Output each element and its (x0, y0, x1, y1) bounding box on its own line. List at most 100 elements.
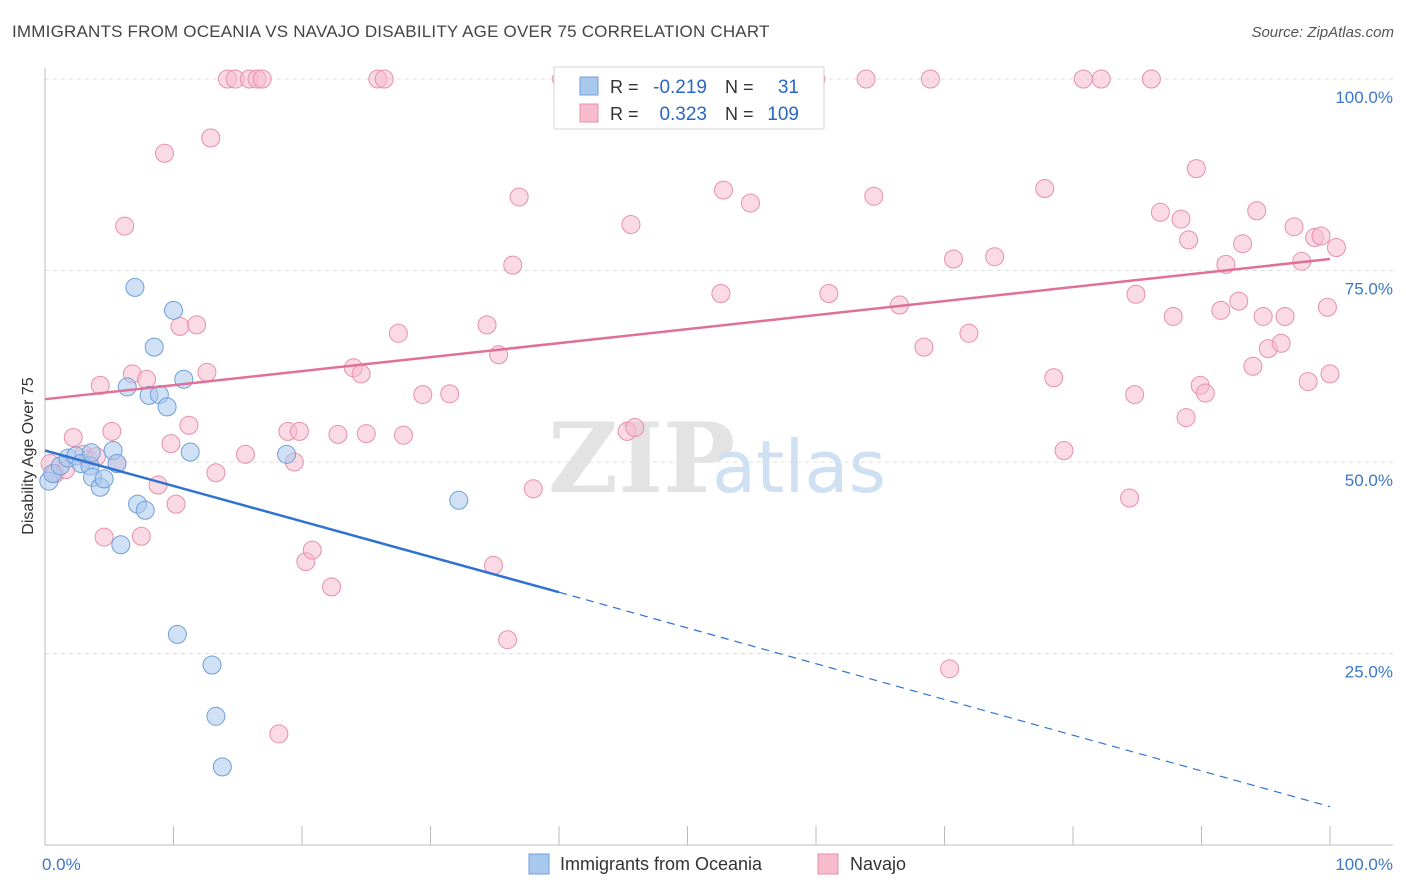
point-navajo (166, 494, 186, 514)
point-navajo (1091, 69, 1111, 89)
point-navajo (1044, 368, 1064, 388)
point-navajo (1186, 159, 1206, 179)
point-navajo (477, 315, 497, 335)
point-navajo (985, 247, 1005, 267)
y-tick-label: 25.0% (1345, 663, 1393, 682)
point-navajo (1211, 300, 1231, 320)
point-navajo (235, 444, 255, 464)
axes-layer: 100.0% 75.0% 50.0% 25.0% 0.0% 100.0% (42, 68, 1393, 874)
series-legend: Immigrants from Oceania Navajo (528, 853, 906, 875)
point-navajo (959, 323, 979, 343)
point-navajo (269, 724, 289, 744)
point-navajo (1243, 356, 1263, 376)
point-navajo (374, 69, 394, 89)
point-navajo (819, 283, 839, 303)
point-navajo (1229, 291, 1249, 311)
point-navajo (206, 463, 226, 483)
point-navajo (131, 526, 151, 546)
y-tick-label: 75.0% (1345, 280, 1393, 299)
point-navajo (1298, 372, 1318, 392)
point-navajo (1317, 297, 1337, 317)
point-navajo (351, 364, 371, 384)
point-navajo (1035, 179, 1055, 199)
point-navajo (1233, 234, 1253, 254)
point-oceania (167, 624, 187, 644)
point-navajo (498, 630, 518, 650)
point-navajo (394, 425, 414, 445)
point-navajo (252, 69, 272, 89)
point-navajo (1171, 209, 1191, 229)
legend-n-value: 109 (767, 104, 799, 125)
point-navajo (1141, 69, 1161, 89)
point-navajo (621, 215, 641, 235)
point-navajo (920, 69, 940, 89)
point-navajo (115, 216, 135, 236)
point-navajo (179, 415, 199, 435)
chart-title: IMMIGRANTS FROM OCEANIA VS NAVAJO DISABI… (12, 22, 770, 41)
trend-line-oceania-extrapolated (558, 591, 1331, 808)
point-navajo (1253, 306, 1273, 326)
point-navajo (63, 427, 83, 447)
watermark: ZIP atlas (548, 402, 886, 515)
point-navajo (509, 187, 529, 207)
point-navajo (161, 434, 181, 454)
point-navajo (102, 421, 122, 441)
point-navajo (356, 424, 376, 444)
legend-n-value: 31 (778, 77, 799, 98)
point-navajo (940, 659, 960, 679)
point-oceania (180, 442, 200, 462)
point-navajo (1120, 488, 1140, 508)
point-navajo (1284, 217, 1304, 237)
y-tick-label: 50.0% (1345, 471, 1393, 490)
legend-swatch-oceania (528, 853, 550, 875)
point-navajo (1311, 226, 1331, 246)
legend-swatch-blue (579, 76, 599, 96)
point-navajo (1320, 364, 1340, 384)
point-navajo (322, 577, 342, 597)
point-navajo (914, 337, 934, 357)
point-navajo (413, 385, 433, 405)
point-navajo (302, 540, 322, 560)
watermark-zip: ZIP (548, 402, 735, 515)
point-oceania (111, 535, 131, 555)
y-axis-label: Disability Age Over 75 (20, 377, 37, 535)
point-navajo (1275, 306, 1295, 326)
point-navajo (711, 283, 731, 303)
legend-swatch-navajo (817, 853, 839, 875)
point-navajo (740, 193, 760, 213)
point-oceania (117, 377, 137, 397)
trend-lines (44, 257, 1331, 808)
watermark-atlas: atlas (712, 425, 886, 509)
point-navajo (856, 69, 876, 89)
point-navajo (1163, 306, 1183, 326)
point-oceania (94, 469, 114, 489)
point-oceania (164, 300, 183, 320)
point-navajo (943, 249, 963, 269)
point-navajo (440, 384, 460, 404)
legend-r-value: 0.323 (659, 104, 707, 125)
point-oceania (135, 500, 155, 520)
point-oceania (206, 706, 226, 726)
point-navajo (1179, 230, 1199, 250)
point-navajo (1125, 385, 1145, 405)
point-navajo (1054, 441, 1074, 461)
point-navajo (1247, 201, 1267, 221)
point-navajo (388, 323, 408, 343)
y-tick-label: 100.0% (1335, 88, 1393, 107)
point-oceania (157, 397, 177, 417)
legend-swatch-pink (579, 103, 599, 123)
legend-r-label: R = (610, 104, 639, 124)
point-navajo (1126, 284, 1146, 304)
point-navajo (1195, 383, 1215, 403)
legend-r-value: -0.219 (653, 77, 707, 98)
point-navajo (1271, 333, 1291, 353)
point-navajo (523, 479, 543, 499)
legend-n-label: N = (725, 77, 754, 97)
point-navajo (201, 128, 221, 148)
point-oceania (277, 444, 297, 464)
point-oceania (125, 277, 145, 297)
point-navajo (94, 527, 114, 547)
trend-line-oceania (44, 449, 560, 594)
x-tick-label: 0.0% (42, 855, 81, 874)
point-navajo (187, 315, 207, 335)
